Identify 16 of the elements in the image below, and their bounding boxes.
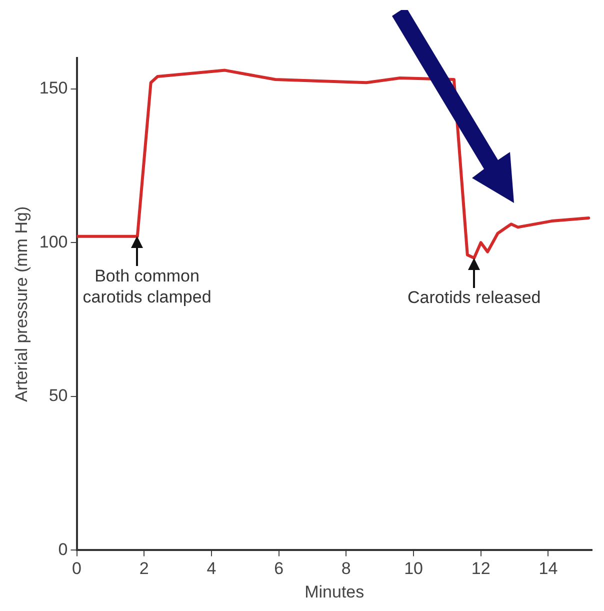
x-tick-label: 12	[471, 559, 490, 578]
annotation: Carotids released	[408, 288, 541, 308]
x-axis-title: Minutes	[304, 582, 364, 602]
y-tick-label: 150	[39, 78, 68, 98]
y-tick-label: 50	[48, 386, 68, 406]
x-tick-label: 10	[404, 559, 423, 578]
x-tick-label: 8	[341, 559, 351, 578]
y-axis-title: Arterial pressure (mm Hg)	[12, 206, 31, 402]
x-tick-label: 4	[206, 559, 216, 578]
x-tick-label: 6	[274, 559, 284, 578]
y-tick-label: 0	[58, 540, 68, 559]
annotation: Both common carotids clamped	[82, 266, 212, 307]
x-tick-label: 0	[72, 559, 82, 578]
y-tick-label: 100	[39, 232, 68, 252]
x-tick-label: 14	[538, 559, 558, 578]
x-tick-label: 2	[139, 559, 149, 578]
